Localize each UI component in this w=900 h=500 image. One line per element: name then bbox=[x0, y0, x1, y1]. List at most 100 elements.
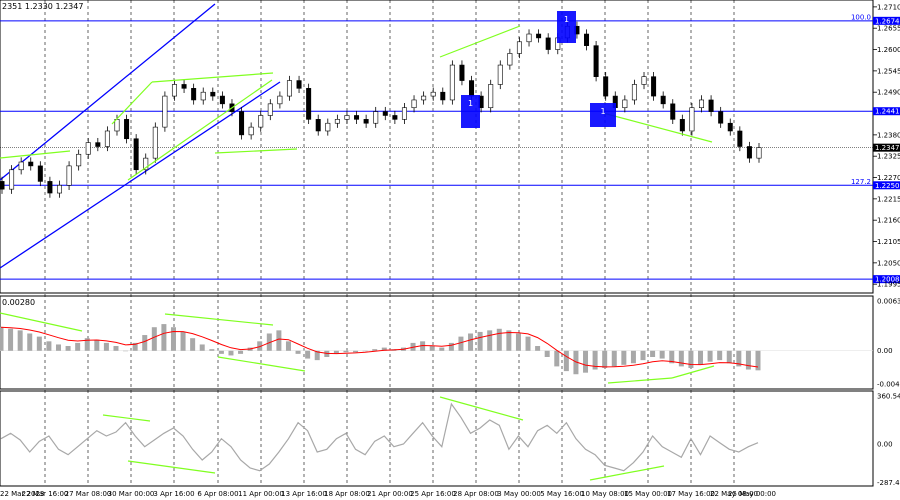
candle-body bbox=[315, 119, 321, 132]
candle-body bbox=[286, 80, 292, 97]
trendline[interactable] bbox=[111, 81, 153, 125]
trendline[interactable] bbox=[151, 72, 274, 83]
ascending-channel[interactable] bbox=[0, 3, 281, 269]
macd-bar bbox=[372, 349, 378, 351]
macd-title-value: 0.00280 bbox=[2, 298, 35, 307]
marker-box[interactable] bbox=[461, 95, 480, 128]
candle-body bbox=[373, 111, 379, 124]
channel-lower-line[interactable] bbox=[0, 81, 281, 269]
macd-bar bbox=[669, 350, 675, 364]
trendline[interactable] bbox=[0, 150, 71, 159]
macd-bar bbox=[726, 350, 732, 364]
macd-trendlines[interactable] bbox=[0, 312, 715, 384]
trendline[interactable] bbox=[589, 465, 665, 481]
macd-bar bbox=[573, 350, 579, 375]
candle-body bbox=[181, 84, 187, 89]
macd-bar bbox=[113, 346, 119, 351]
macd-bar bbox=[448, 342, 454, 351]
candle-body bbox=[746, 146, 752, 159]
trendline[interactable] bbox=[0, 312, 83, 332]
macd-bar bbox=[36, 336, 42, 351]
trendline[interactable] bbox=[439, 25, 521, 58]
macd-bar bbox=[257, 341, 263, 351]
candle-body bbox=[143, 157, 149, 171]
price-trendlines[interactable] bbox=[0, 25, 713, 181]
trendline[interactable] bbox=[671, 365, 715, 379]
candle-body bbox=[440, 91, 446, 101]
time-label: 21 Apr 00:00 bbox=[367, 490, 413, 498]
macd-bar bbox=[199, 344, 205, 351]
cci-panel[interactable] bbox=[0, 390, 874, 487]
level-price-label: 1.2008 bbox=[875, 276, 900, 284]
candle-body bbox=[459, 64, 465, 81]
macd-bar bbox=[659, 350, 665, 359]
trendline[interactable] bbox=[602, 112, 713, 143]
candle-body bbox=[718, 111, 724, 124]
trendline[interactable] bbox=[217, 356, 306, 372]
candlesticks bbox=[0, 21, 762, 198]
macd-bar bbox=[688, 350, 694, 368]
trendline[interactable] bbox=[127, 460, 216, 474]
macd-bar bbox=[630, 350, 636, 364]
macd-bar bbox=[717, 350, 723, 361]
macd-tick-label: 0.00 bbox=[877, 347, 893, 355]
candle-body bbox=[392, 115, 398, 120]
trendline[interactable] bbox=[214, 148, 298, 154]
candle-body bbox=[18, 161, 24, 171]
candle-body bbox=[306, 88, 312, 120]
candle-body bbox=[133, 138, 139, 171]
price-tick-label: 1.2655 bbox=[877, 25, 900, 33]
macd-bar bbox=[439, 347, 445, 351]
candle-body bbox=[124, 119, 130, 140]
macd-tick-label: -0.00424 bbox=[877, 380, 900, 388]
macd-bar bbox=[381, 347, 387, 351]
time-label: 30 Mar 00:00 bbox=[108, 490, 155, 498]
macd-bar bbox=[544, 350, 550, 357]
candle-body bbox=[708, 99, 714, 112]
macd-bar bbox=[755, 350, 761, 371]
macd-bar bbox=[209, 349, 215, 351]
trendline[interactable] bbox=[439, 396, 524, 421]
candle-body bbox=[401, 107, 407, 120]
marker-box[interactable] bbox=[557, 11, 576, 43]
trendline[interactable] bbox=[102, 414, 151, 422]
candle-body bbox=[171, 84, 177, 97]
candle-body bbox=[162, 95, 168, 128]
marker-label: 1 bbox=[600, 107, 605, 116]
trendline[interactable] bbox=[164, 313, 274, 326]
channel-upper-line[interactable] bbox=[0, 3, 216, 181]
level-price-label: 1.2250 bbox=[875, 182, 900, 190]
macd-bar bbox=[238, 350, 244, 354]
time-label: 25 May 00:00 bbox=[728, 490, 776, 498]
trendline[interactable] bbox=[127, 79, 273, 181]
candle-body bbox=[0, 181, 5, 190]
candle-body bbox=[641, 76, 647, 85]
level-price-label: 1.2674 bbox=[875, 17, 900, 25]
macd-bar bbox=[103, 342, 109, 351]
cci-trendlines[interactable] bbox=[102, 396, 665, 481]
macd-bar bbox=[75, 342, 81, 351]
candle-body bbox=[47, 181, 53, 194]
candle-body bbox=[325, 122, 331, 132]
price-panel[interactable] bbox=[0, 0, 874, 294]
macd-bar bbox=[180, 331, 186, 351]
macd-bar bbox=[420, 341, 426, 351]
level-price-badge bbox=[873, 275, 900, 284]
macd-bar bbox=[46, 341, 52, 351]
wave-markers[interactable]: 1 1 1 bbox=[461, 11, 616, 128]
candle-body bbox=[727, 122, 733, 132]
candle-body bbox=[536, 33, 542, 39]
candle-body bbox=[85, 142, 91, 155]
trendline[interactable] bbox=[607, 377, 673, 384]
candle-body bbox=[699, 99, 705, 109]
macd-bar bbox=[333, 350, 339, 354]
macd-bar bbox=[266, 333, 272, 351]
time-label: 11 Apr 00:00 bbox=[238, 490, 284, 498]
candle-body bbox=[516, 41, 522, 54]
candle-body bbox=[737, 130, 743, 147]
marker-box[interactable] bbox=[590, 103, 616, 127]
candle-body bbox=[593, 45, 599, 77]
macd-bar bbox=[17, 330, 23, 351]
